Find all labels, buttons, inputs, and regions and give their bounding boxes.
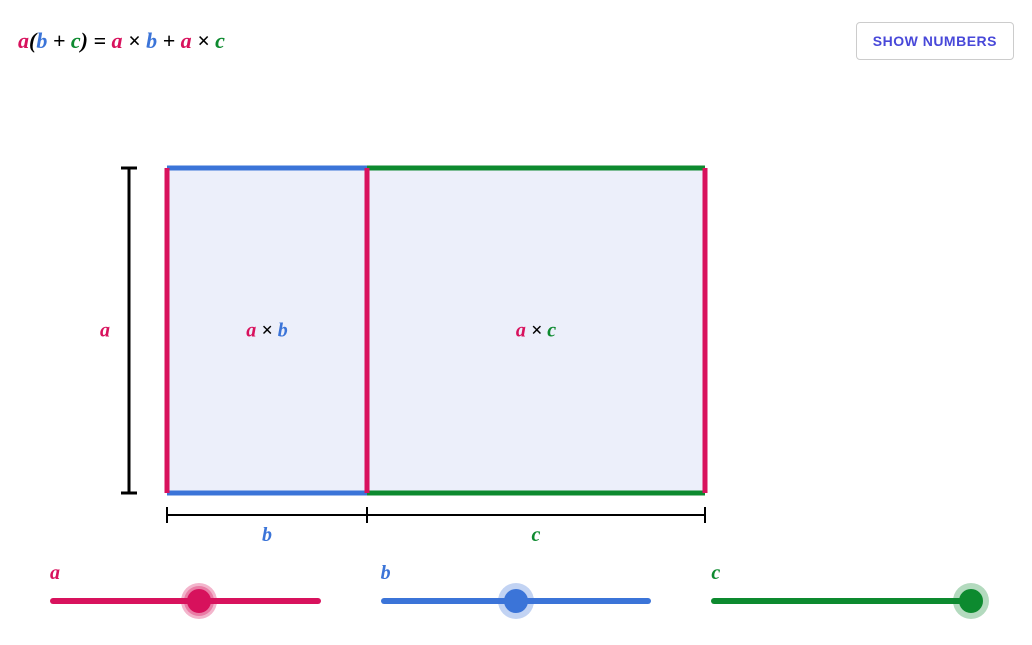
- slider-a[interactable]: a .slider #thumb-a::before{background:#d…: [50, 568, 321, 618]
- slider-c[interactable]: c: [711, 568, 982, 618]
- distributive-formula: a(b + c) = a × b + a × c: [18, 28, 225, 54]
- svg-text:a: a: [100, 320, 110, 342]
- distributive-diagram: a b c a × b a × c: [80, 140, 800, 565]
- svg-text:a × b: a × b: [246, 320, 287, 342]
- slider-c-track: [711, 598, 982, 604]
- slider-b-thumb[interactable]: [504, 589, 528, 613]
- svg-text:b: b: [262, 524, 272, 546]
- slider-c-label: c: [711, 562, 720, 585]
- slider-c-thumb[interactable]: [959, 589, 983, 613]
- slider-a-thumb[interactable]: .slider #thumb-a::before{background:#d81…: [187, 589, 211, 613]
- slider-b[interactable]: b: [381, 568, 652, 618]
- var-b: b: [36, 28, 47, 53]
- svg-text:a × c: a × c: [516, 320, 556, 342]
- slider-a-label: a: [50, 562, 60, 585]
- slider-b-label: b: [381, 562, 391, 585]
- var-c: c: [71, 28, 81, 53]
- show-numbers-button[interactable]: SHOW NUMBERS: [856, 22, 1014, 60]
- var-a: a: [18, 28, 29, 53]
- svg-text:c: c: [532, 524, 541, 546]
